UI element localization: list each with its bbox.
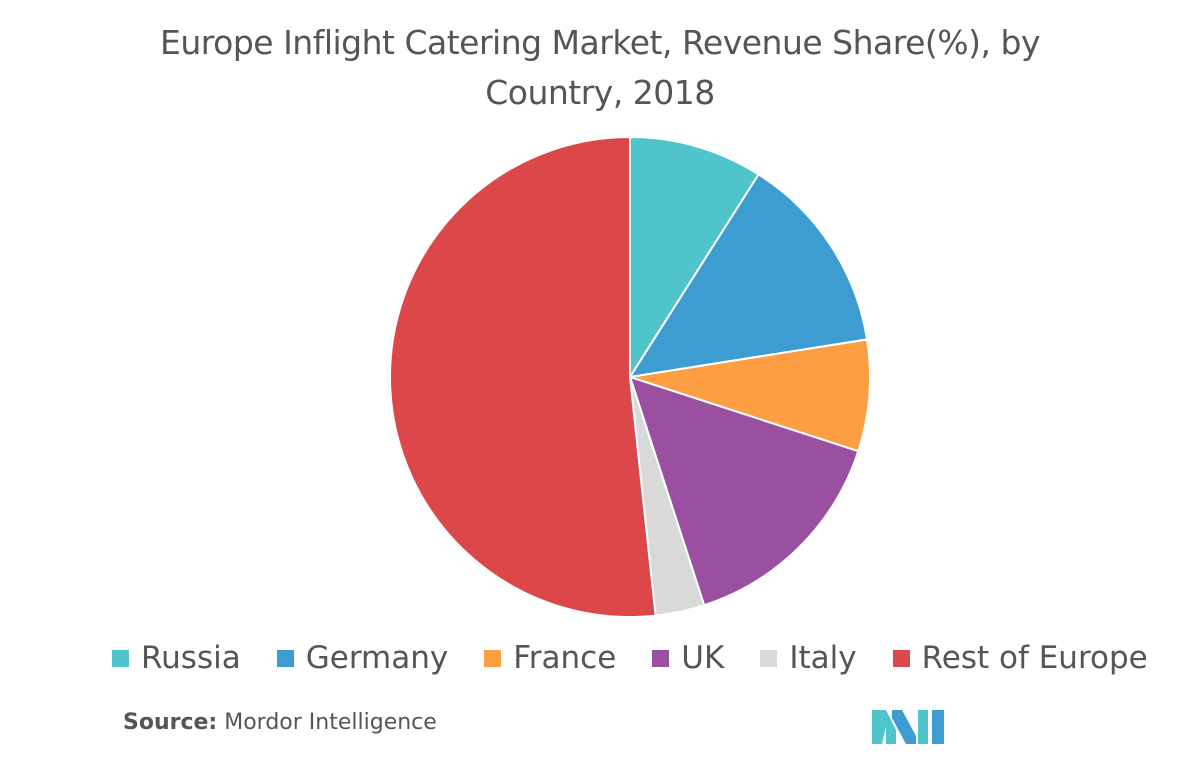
chart <box>389 135 871 618</box>
legend-item: UK <box>652 640 724 676</box>
source: Mordor Intelligence <box>224 710 437 735</box>
legend-swatch <box>484 649 502 667</box>
legend-swatch <box>276 649 294 667</box>
pie-slice <box>389 135 657 618</box>
pie-slice <box>629 338 871 453</box>
chart-title: Europe Inflight Catering Market, Revenue… <box>160 23 1040 112</box>
footer: Source: Mordor Intelligence <box>123 710 437 735</box>
pie-slice <box>627 172 869 379</box>
legend: Russia Germany France UK Italy Rest of Europe <box>112 640 1184 676</box>
legend-item: France <box>484 640 616 676</box>
legend-label: France <box>513 640 617 676</box>
legend-label: Italy <box>789 640 857 676</box>
legend-item: Italy <box>760 640 857 676</box>
legend-swatch <box>760 649 778 667</box>
legend-item: Russia <box>112 640 241 676</box>
legend-swatch <box>892 649 910 667</box>
legend-label: Rest of Europe <box>921 640 1148 676</box>
legend-label: UK <box>681 640 725 676</box>
pie-slice <box>629 135 760 381</box>
legend-label: Russia <box>141 640 241 676</box>
logo <box>872 710 944 744</box>
legend-swatch <box>112 649 129 667</box>
legend-item: Germany <box>276 640 449 676</box>
source-label: Source: <box>123 710 218 735</box>
legend-label: Germany <box>305 640 449 676</box>
legend-swatch <box>652 649 670 667</box>
legend-item: Rest of Europe <box>892 640 1148 676</box>
pie-slice <box>628 375 860 607</box>
